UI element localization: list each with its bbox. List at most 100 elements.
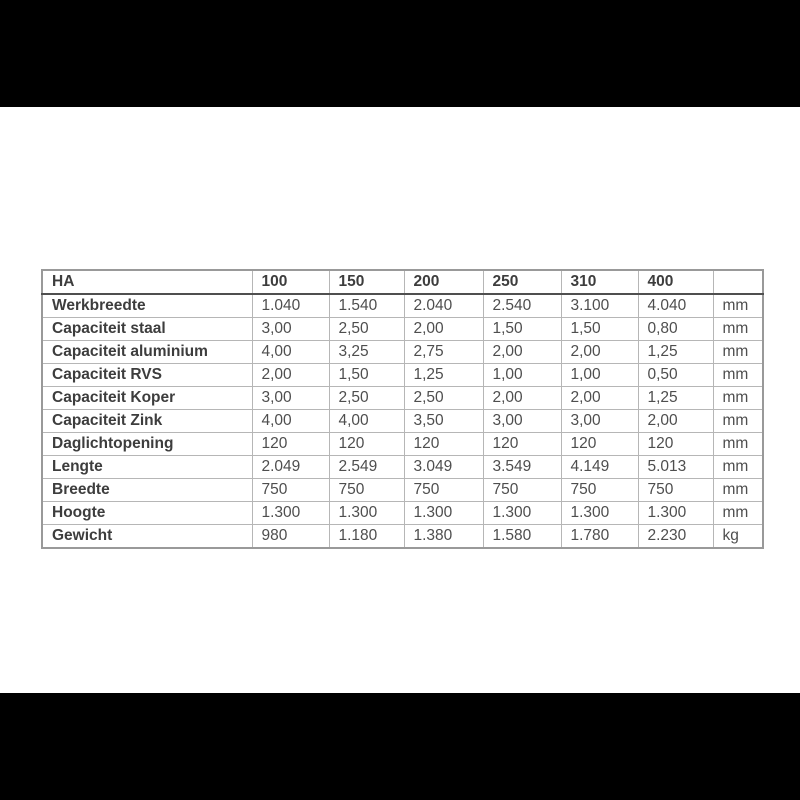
value-cell: 4.040 [637,293,714,318]
value-cell: 120 [251,432,330,456]
value-cell: 1.300 [403,501,484,525]
table-row: Gewicht 980 1.180 1.380 1.580 1.780 2.230 kg [41,524,764,549]
row-label-cell: Capaciteit Zink [41,409,253,433]
value-cell: 4,00 [251,340,330,364]
value-cell: 3.100 [560,293,639,318]
row-label-cell: Capaciteit staal [41,317,253,341]
value-cell: 1,00 [482,363,562,387]
row-label-cell: Lengte [41,455,253,479]
value-cell: 1,50 [482,317,562,341]
value-cell: 750 [328,478,405,502]
unit-cell: mm [712,293,764,318]
value-cell: 1.300 [637,501,714,525]
header-cell-model: 400 [637,269,714,295]
table-row: Lengte 2.049 2.549 3.049 3.549 4.149 5.013 mm [41,455,764,479]
value-cell: 120 [637,432,714,456]
value-cell: 1.780 [560,524,639,549]
value-cell: 1.040 [251,293,330,318]
unit-cell: mm [712,478,764,502]
unit-cell: mm [712,363,764,387]
value-cell: 2,50 [328,386,405,410]
value-cell: 2.540 [482,293,562,318]
value-cell: 120 [328,432,405,456]
value-cell: 3.549 [482,455,562,479]
unit-cell: mm [712,432,764,456]
spec-table-wrapper: HA 100 150 200 250 310 400 Werkbreedte 1.040 1.5… [41,269,764,549]
row-label-cell: Capaciteit aluminium [41,340,253,364]
unit-cell: mm [712,386,764,410]
value-cell: 2,75 [403,340,484,364]
value-cell: 2,00 [403,317,484,341]
header-cell-unit [712,269,764,295]
row-label-cell: Daglichtopening [41,432,253,456]
row-label-cell: Gewicht [41,524,253,549]
value-cell: 2,00 [251,363,330,387]
value-cell: 5.013 [637,455,714,479]
value-cell: 3,00 [251,386,330,410]
header-cell-model: 100 [251,269,330,295]
value-cell: 2.040 [403,293,484,318]
value-cell: 2,50 [403,386,484,410]
value-cell: 2,00 [637,409,714,433]
value-cell: 1.300 [328,501,405,525]
value-cell: 1.180 [328,524,405,549]
value-cell: 1.380 [403,524,484,549]
value-cell: 980 [251,524,330,549]
header-row: HA 100 150 200 250 310 400 [41,269,764,295]
value-cell: 750 [637,478,714,502]
unit-cell: mm [712,317,764,341]
value-cell: 1,25 [637,386,714,410]
value-cell: 1.300 [560,501,639,525]
header-cell-model: 250 [482,269,562,295]
value-cell: 3,25 [328,340,405,364]
spec-table: HA 100 150 200 250 310 400 Werkbreedte 1.040 1.5… [41,269,764,549]
value-cell: 750 [560,478,639,502]
unit-cell: kg [712,524,764,549]
table-row: Werkbreedte 1.040 1.540 2.040 2.540 3.100 4.04… [41,293,764,318]
value-cell: 2,00 [482,340,562,364]
value-cell: 750 [403,478,484,502]
table-row: Hoogte 1.300 1.300 1.300 1.300 1.300 1.300 mm [41,501,764,525]
table-row: Daglichtopening 120 120 120 120 120 120 mm [41,432,764,456]
value-cell: 750 [251,478,330,502]
content-area: HA 100 150 200 250 310 400 Werkbreedte 1.040 1.5… [0,107,800,693]
value-cell: 3,00 [251,317,330,341]
value-cell: 2,00 [482,386,562,410]
value-cell: 1.540 [328,293,405,318]
value-cell: 4,00 [251,409,330,433]
value-cell: 4.149 [560,455,639,479]
value-cell: 1,50 [328,363,405,387]
row-label-cell: Capaciteit RVS [41,363,253,387]
value-cell: 120 [403,432,484,456]
table-row: Capaciteit RVS 2,00 1,50 1,25 1,00 1,00 0,50 mm [41,363,764,387]
letterbox-top-bar [0,0,800,107]
table-row: Capaciteit Koper 3,00 2,50 2,50 2,00 2,00 1,25… [41,386,764,410]
unit-cell: mm [712,501,764,525]
value-cell: 1.300 [482,501,562,525]
header-cell-model: 310 [560,269,639,295]
value-cell: 3,50 [403,409,484,433]
value-cell: 120 [482,432,562,456]
row-label-cell: Hoogte [41,501,253,525]
unit-cell: mm [712,455,764,479]
table-row: Capaciteit Zink 4,00 4,00 3,50 3,00 3,00 2,00 m… [41,409,764,433]
value-cell: 1.580 [482,524,562,549]
unit-cell: mm [712,340,764,364]
unit-cell: mm [712,409,764,433]
value-cell: 1.300 [251,501,330,525]
value-cell: 2,00 [560,386,639,410]
value-cell: 2.049 [251,455,330,479]
value-cell: 3.049 [403,455,484,479]
value-cell: 1,25 [637,340,714,364]
header-cell-series: HA [41,269,253,295]
row-label-cell: Werkbreedte [41,293,253,318]
header-cell-model: 150 [328,269,405,295]
value-cell: 4,00 [328,409,405,433]
value-cell: 2,50 [328,317,405,341]
value-cell: 1,25 [403,363,484,387]
value-cell: 0,80 [637,317,714,341]
value-cell: 3,00 [560,409,639,433]
value-cell: 1,50 [560,317,639,341]
value-cell: 2.230 [637,524,714,549]
